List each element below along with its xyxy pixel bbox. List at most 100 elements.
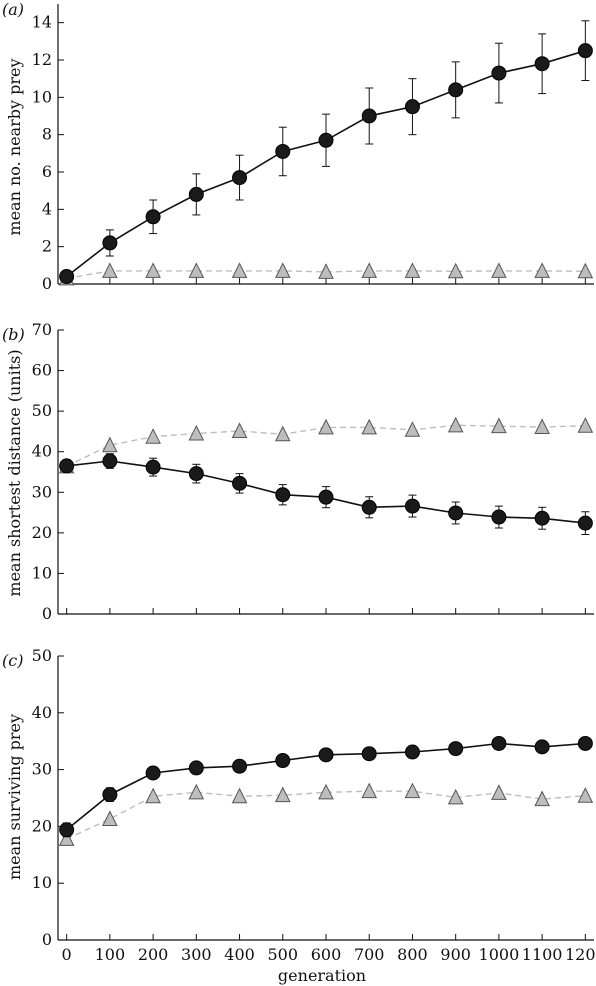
triangle-point-c	[274, 786, 291, 803]
circle-point-c	[491, 735, 507, 751]
circle-point-a	[188, 186, 204, 202]
circle-point-c	[534, 739, 550, 755]
y-tick-label-c: 10	[32, 873, 52, 892]
circle-point-b	[145, 459, 161, 475]
circle-point-b	[318, 489, 334, 505]
circle-point-b	[232, 475, 248, 491]
triangle-point-a	[404, 262, 421, 278]
y-tick-label-c: 0	[42, 930, 52, 949]
circle-point-a	[102, 235, 118, 251]
triangle-point-c	[404, 782, 421, 799]
circle-point-c	[404, 744, 420, 760]
triangle-point-a	[577, 262, 594, 279]
triangle-point-c	[318, 783, 334, 800]
x-tick-label: 200	[138, 945, 169, 964]
y-tick-label-a: 8	[42, 125, 52, 144]
y-tick-label-a: 6	[42, 162, 52, 181]
circle-point-a	[577, 43, 593, 59]
y-tick-label-b: 10	[32, 563, 52, 582]
triangle-point-b	[274, 425, 291, 442]
x-tick-label: 300	[181, 945, 212, 964]
triangle-point-b	[491, 417, 507, 434]
x-tick-label: 500	[268, 945, 299, 964]
panel-a: (a) mean no. nearby prey 0 2 4 6 8 10 12 14	[2, 0, 594, 293]
triangle-point-c	[145, 787, 161, 804]
y-tick-label-a: 10	[32, 87, 52, 106]
circle-point-a	[275, 143, 291, 159]
y-tick-label-c: 50	[32, 646, 52, 665]
panel-c: (c) mean surviving prey generation 0 10 20…	[2, 646, 596, 985]
triangle-point-b	[145, 428, 161, 444]
circle-point-c	[232, 758, 248, 774]
y-tick-label-a: 2	[42, 237, 52, 256]
circle-point-b	[448, 505, 464, 521]
triangle-point-a	[274, 262, 291, 278]
circle-point-a	[491, 65, 507, 81]
y-tick-label-b: 50	[32, 401, 52, 420]
triangle-point-a	[447, 262, 464, 279]
x-tick-label: 100	[95, 945, 126, 964]
triangle-point-b	[404, 421, 421, 437]
circle-point-b	[577, 515, 593, 531]
panel-b: (b) mean shortest distance (units) 0 10 20…	[2, 320, 594, 623]
triangle-point-b	[102, 436, 118, 453]
x-tick-label: 800	[397, 945, 428, 964]
triangle-point-b	[318, 418, 334, 435]
x-tick-label: 400	[224, 945, 255, 964]
y-tick-label-a: 12	[32, 50, 52, 69]
circle-point-a	[232, 170, 248, 186]
y-tick-label-b: 60	[32, 361, 52, 380]
y-tick-label-b: 40	[32, 442, 52, 461]
circle-point-b	[59, 458, 75, 474]
circle-point-c	[188, 760, 204, 776]
y-axis-label-a: mean no. nearby prey	[5, 58, 24, 235]
y-tick-label-a: 0	[42, 274, 52, 293]
y-tick-label-a: 4	[42, 199, 52, 218]
x-tick-label: 700	[354, 945, 385, 964]
triangle-point-a	[231, 262, 248, 278]
y-tick-label-b: 20	[32, 523, 52, 542]
circle-point-c	[145, 765, 161, 781]
triangle-point-c	[102, 810, 118, 827]
y-tick-label-c: 20	[32, 816, 52, 835]
triangle-point-c	[577, 787, 594, 803]
triangle-point-c	[231, 787, 248, 804]
triangle-point-a	[491, 262, 507, 278]
circle-point-b	[534, 510, 550, 526]
y-tick-label-c: 40	[32, 703, 52, 722]
circle-point-b	[404, 498, 420, 514]
circle-point-c	[448, 741, 464, 757]
circle-point-a	[361, 108, 377, 124]
triangle-point-a	[361, 262, 378, 278]
triangle-point-b	[231, 422, 248, 439]
x-tick-label: 0	[62, 945, 72, 964]
y-tick-label-b: 70	[32, 320, 52, 339]
circle-point-c	[361, 746, 377, 762]
circle-point-a	[448, 82, 464, 98]
triangle-point-b	[361, 418, 378, 435]
circle-point-a	[318, 132, 334, 148]
circle-point-b	[491, 509, 507, 525]
circle-point-a	[59, 269, 75, 285]
triangle-point-b	[577, 417, 594, 433]
triangle-point-a	[102, 262, 118, 278]
y-tick-label-b: 30	[32, 482, 52, 501]
triangle-point-a	[318, 263, 334, 279]
triangle-point-b	[534, 418, 550, 434]
x-tick-label: 600	[311, 945, 342, 964]
y-tick-label-a: 14	[32, 13, 52, 32]
y-axis-label-b: mean shortest distance (units)	[5, 349, 24, 596]
x-tick-label: 1100	[522, 945, 563, 964]
triangle-point-a	[534, 262, 550, 278]
triangle-point-c	[491, 784, 507, 800]
triangle-point-b	[447, 416, 464, 433]
circle-point-b	[275, 487, 291, 503]
circle-point-b	[361, 499, 377, 515]
triangle-point-a	[188, 262, 205, 278]
circle-point-a	[534, 56, 550, 72]
circle-point-c	[577, 735, 593, 751]
triangle-point-c	[361, 782, 378, 799]
triangle-point-c	[534, 790, 550, 807]
y-axis-label-c: mean surviving prey	[5, 714, 24, 880]
